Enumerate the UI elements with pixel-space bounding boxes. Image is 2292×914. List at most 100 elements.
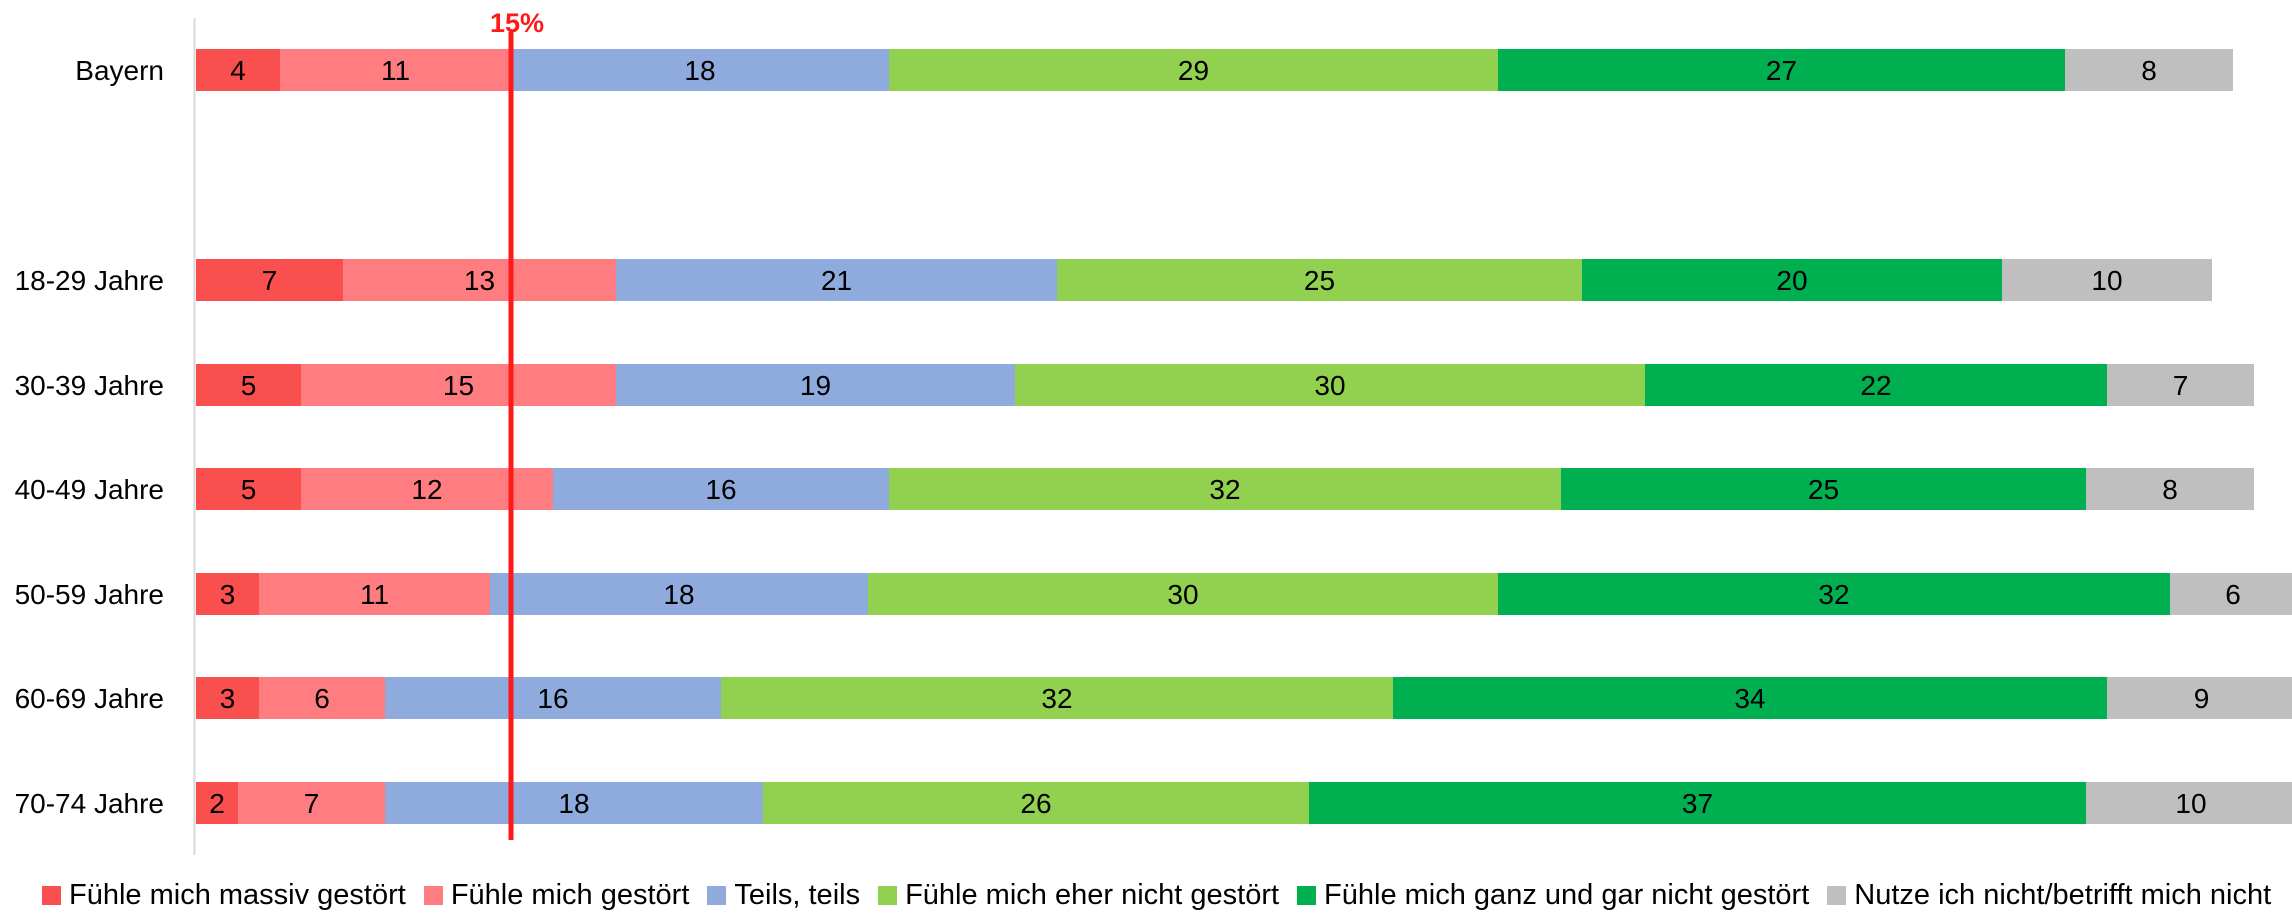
bar-segment (196, 259, 343, 301)
data-label: 3 (220, 579, 236, 610)
data-label: 25 (1304, 265, 1335, 296)
data-label: 32 (1041, 683, 1072, 714)
data-label: 18 (558, 788, 589, 819)
data-label: 29 (1178, 55, 1209, 86)
data-label: 7 (2173, 370, 2189, 401)
bar-segment (259, 573, 490, 615)
bar-segment (1015, 364, 1645, 406)
category-label: 40-49 Jahre (15, 474, 164, 505)
data-label: 34 (1734, 683, 1765, 714)
bar-segment (2086, 782, 2292, 824)
bar-segment (238, 782, 385, 824)
bar-segment (2086, 468, 2254, 510)
bar-segment (1561, 468, 2086, 510)
data-label: 26 (1020, 788, 1051, 819)
legend-item: Nutze ich nicht/betrifft mich nicht (1827, 879, 2271, 912)
bar-segment (196, 677, 259, 719)
category-label: 70-74 Jahre (15, 788, 164, 819)
bar-segment (511, 49, 889, 91)
bar-segment (2002, 259, 2212, 301)
category-labels: Bayern 18-29 Jahre 30-39 Jahre 40-49 Jahre 5… (15, 55, 164, 819)
category-label: 60-69 Jahre (15, 683, 164, 714)
bars: 4 11 18 29 27 87 13 21 25 20 105 15 19 30 22 75 12 16 32 25… (196, 49, 2292, 824)
data-label: 11 (360, 579, 389, 610)
bar-segment (553, 468, 889, 510)
data-label: 21 (821, 265, 852, 296)
legend-swatch (1297, 885, 1317, 905)
data-label: 7 (304, 788, 320, 819)
data-label: 10 (2175, 788, 2206, 819)
data-label: 18 (684, 55, 715, 86)
bar-segment (385, 677, 721, 719)
legend-item: Fühle mich eher nicht gestört (878, 879, 1279, 912)
data-label: 25 (1808, 474, 1839, 505)
bar-row: 4 11 18 29 27 8 (196, 49, 2233, 91)
data-label: 11 (381, 55, 410, 86)
bar-row: 3 6 16 32 34 9 (196, 677, 2292, 719)
bar-segment (1393, 677, 2107, 719)
bar-segment (1309, 782, 2086, 824)
data-label: 27 (1766, 55, 1797, 86)
data-label: 22 (1860, 370, 1891, 401)
data-label: 7 (262, 265, 278, 296)
legend-item: Fühle mich massiv gestört (42, 879, 406, 912)
bar-segment (196, 782, 238, 824)
bar-segment (868, 573, 1498, 615)
category-label: 30-39 Jahre (15, 370, 164, 401)
category-label: 50-59 Jahre (15, 579, 164, 610)
data-label: 2 (209, 788, 225, 819)
legend-swatch (707, 885, 727, 905)
legend-item: Teils, teils (707, 879, 860, 912)
data-label: 16 (537, 683, 568, 714)
data-label: 30 (1167, 579, 1198, 610)
data-label: 10 (2091, 265, 2122, 296)
bar-segment (196, 573, 259, 615)
data-label: 13 (464, 265, 495, 296)
bar-segment (1057, 259, 1582, 301)
bar-segment (1498, 573, 2170, 615)
legend-swatch (42, 885, 61, 905)
bar-row: 5 15 19 30 22 7 (196, 364, 2254, 406)
bar-row: 5 12 16 32 25 8 (196, 468, 2254, 510)
bar-segment (490, 573, 868, 615)
data-label: 8 (2141, 55, 2157, 86)
bar-segment (259, 677, 385, 719)
bar-segment (1582, 259, 2002, 301)
data-label: 19 (800, 370, 831, 401)
bar-segment (889, 49, 1498, 91)
data-label: 9 (2194, 683, 2210, 714)
bar-segment (721, 677, 1393, 719)
bar-segment (1645, 364, 2107, 406)
legend: Fühle mich massiv gestört Fühle mich gest… (42, 878, 2289, 912)
category-label: 18-29 Jahre (15, 265, 164, 296)
data-label: 5 (241, 474, 257, 505)
reference-line-group: 15% (490, 8, 544, 840)
data-label: 4 (230, 55, 246, 86)
data-label: 3 (220, 683, 236, 714)
stacked-bar-chart: Bayern 18-29 Jahre 30-39 Jahre 40-49 Jahre 5… (15, 8, 2292, 855)
legend-label: Nutze ich nicht/betrifft mich nicht (1854, 878, 2272, 911)
legend-item: Fühle mich gestört (423, 878, 690, 912)
bar-segment (1498, 49, 2065, 91)
data-label: 5 (241, 370, 257, 401)
bar-segment (196, 364, 301, 406)
data-label: 30 (1314, 370, 1345, 401)
bar-segment (280, 49, 511, 91)
data-label: 8 (2162, 474, 2178, 505)
legend-label: Fühle mich ganz und gar nicht gestört (1324, 878, 1810, 911)
data-label: 32 (1209, 474, 1240, 505)
data-label: 12 (411, 474, 442, 505)
bar-segment (2107, 364, 2254, 406)
bar-segment (2107, 677, 2292, 719)
bar-row: 3 11 18 30 32 6 (196, 573, 2292, 615)
bar-segment (889, 468, 1561, 510)
data-label: 15 (443, 370, 474, 401)
bar-segment (2065, 49, 2233, 91)
bar-row: 2 7 18 26 37 10 (196, 782, 2292, 824)
bar-segment (616, 259, 1057, 301)
bar-segment (196, 468, 301, 510)
legend-label: Fühle mich gestört (450, 878, 690, 911)
bar-row: 7 13 21 25 20 10 (196, 259, 2212, 301)
legend-item: Fühle mich ganz und gar nicht gestört (1297, 879, 1809, 912)
legend-label: Fühle mich massiv gestört (69, 878, 406, 911)
